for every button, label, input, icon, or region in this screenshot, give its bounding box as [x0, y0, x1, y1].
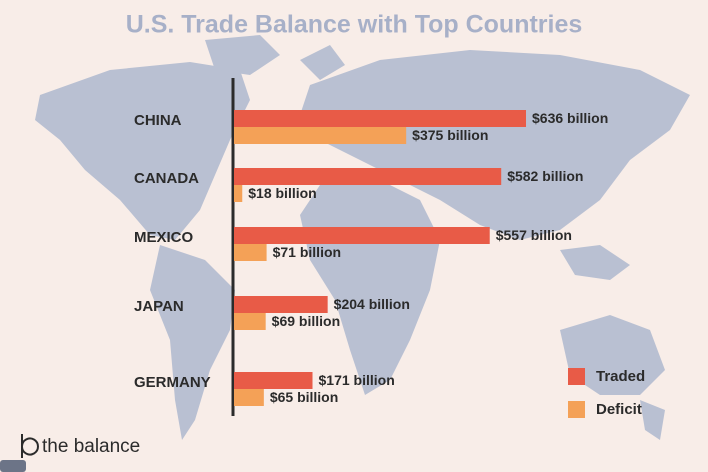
category-label: CANADA	[134, 170, 199, 187]
bar	[234, 313, 266, 330]
value-label: $204 billion	[334, 296, 410, 312]
brand-name: the balance	[42, 436, 140, 457]
legend: Traded Deficit	[568, 368, 645, 418]
bar	[234, 372, 313, 389]
plot-area: CHINA $636 billion $375 billion CANADA $582 …	[134, 110, 608, 406]
value-label: $18 billion	[248, 185, 316, 201]
value-label: $71 billion	[273, 244, 341, 260]
legend-label: Deficit	[596, 401, 642, 418]
brand-logo: the balance	[21, 434, 140, 458]
value-label: $557 billion	[496, 227, 572, 243]
bar	[234, 227, 490, 244]
value-label: $65 billion	[270, 389, 338, 405]
value-label: $582 billion	[507, 168, 583, 184]
logo-icon	[21, 434, 39, 458]
bar	[234, 168, 502, 185]
legend-label: Traded	[596, 368, 645, 385]
bar	[234, 296, 328, 313]
category-label: GERMANY	[134, 374, 211, 391]
value-label: $375 billion	[412, 127, 488, 143]
value-label: $69 billion	[272, 313, 340, 329]
legend-swatch	[568, 401, 585, 418]
category-label: CHINA	[134, 112, 182, 129]
bar	[234, 110, 526, 127]
bar	[234, 127, 407, 144]
legend-swatch	[568, 368, 585, 385]
bar	[234, 389, 264, 406]
category-label: JAPAN	[134, 298, 184, 315]
menu-button[interactable]	[0, 460, 26, 472]
value-label: $171 billion	[319, 372, 395, 388]
chart-title: U.S. Trade Balance with Top Countries	[126, 11, 583, 39]
bar	[234, 185, 243, 202]
category-label: MEXICO	[134, 229, 194, 246]
bar	[234, 244, 267, 261]
value-label: $636 billion	[532, 110, 608, 126]
